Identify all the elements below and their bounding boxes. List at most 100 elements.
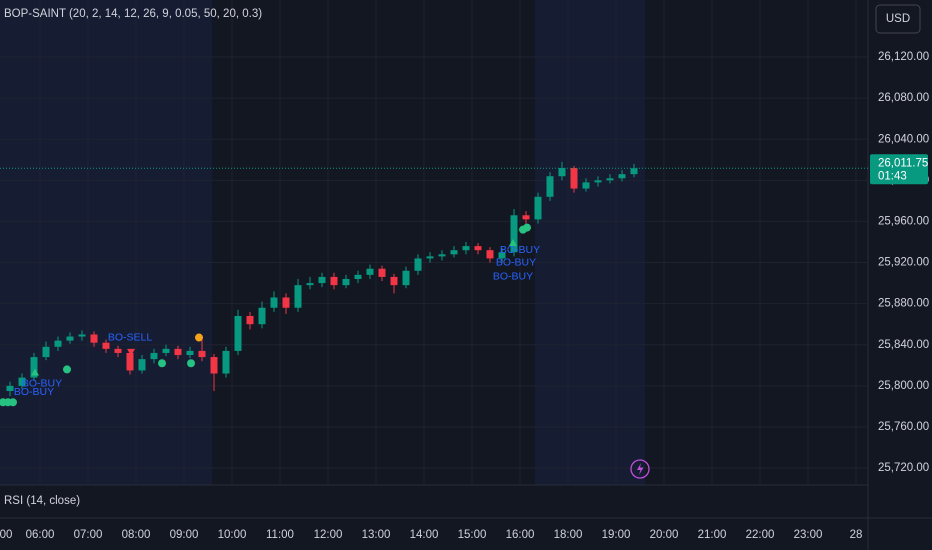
x-tick-label: 13:00 — [362, 529, 391, 541]
session-shade — [0, 0, 212, 485]
candle-body — [18, 377, 26, 386]
candle-body — [306, 283, 314, 286]
signal-dot — [187, 359, 196, 368]
x-tick-label: 10:00 — [218, 529, 247, 541]
y-tick-label: 25,760.00 — [878, 421, 929, 433]
candle-body — [138, 359, 146, 371]
candle-body — [546, 176, 554, 197]
x-tick-label: 20:00 — [650, 529, 679, 541]
signal-dot — [62, 365, 71, 374]
currency-button[interactable] — [875, 4, 921, 34]
candle-body — [186, 350, 194, 356]
x-tick-label: 07:00 — [74, 529, 103, 541]
candle-body — [102, 342, 110, 349]
y-tick-label: 26,080.00 — [878, 92, 929, 104]
x-tick-label: 22:00 — [746, 529, 775, 541]
y-tick-label: 26,040.00 — [878, 133, 929, 145]
candle-body — [366, 268, 374, 275]
countdown: 01:43 — [878, 170, 907, 182]
signal-dot — [8, 398, 17, 407]
candle-body — [558, 168, 566, 177]
candle-body — [534, 196, 542, 220]
x-tick-label: 23:00 — [794, 529, 823, 541]
candle-body — [606, 178, 614, 181]
candle-body — [78, 334, 86, 337]
x-tick-label: 18:00 — [554, 529, 583, 541]
candle-body — [30, 357, 38, 378]
candle-body — [258, 307, 266, 325]
subpane-title: RSI (14, close) — [4, 495, 80, 507]
candle-body — [378, 268, 386, 277]
signal-label: BO-BUY — [493, 271, 533, 283]
last-price-tag — [870, 154, 928, 185]
x-tick-label: 12:00 — [314, 529, 343, 541]
signal-label: BO-SELL — [108, 331, 153, 343]
candle-body — [126, 352, 134, 371]
candle-body — [318, 276, 326, 284]
candle-body — [114, 348, 122, 353]
candle-body — [210, 357, 218, 374]
candle-body — [222, 350, 230, 374]
candle-body — [270, 297, 278, 308]
candle-body — [594, 180, 602, 183]
candle-body — [162, 348, 170, 353]
currency[interactable]: USD — [886, 13, 910, 25]
candle-body — [294, 285, 302, 308]
candle-body — [414, 258, 422, 271]
candle-body — [630, 168, 638, 175]
y-tick-label: 25,960.00 — [878, 215, 929, 227]
candle-body — [522, 215, 530, 220]
x-tick-label: 28 — [850, 529, 863, 541]
signal-triangle — [127, 348, 136, 356]
signal-triangle — [31, 368, 40, 376]
candle-body — [330, 276, 338, 286]
candle-body — [42, 346, 50, 358]
signal-dot — [158, 359, 167, 368]
signal-label: BO-BUY — [22, 378, 62, 390]
x-tick-label: 16:00 — [506, 529, 535, 541]
signal-dot — [194, 333, 203, 342]
candle-body — [618, 174, 626, 179]
session-shade — [535, 0, 645, 485]
candle-body — [438, 254, 446, 257]
candle-body — [282, 297, 290, 308]
y-tick-label: 25,840.00 — [878, 339, 929, 351]
x-tick-label: 11:00 — [266, 529, 294, 541]
candle-body — [90, 334, 98, 343]
x-tick-label: 19:00 — [602, 529, 631, 541]
x-tick-label: 14:00 — [410, 529, 439, 541]
signal-label: BO-BUY — [500, 244, 540, 256]
alert-icon[interactable] — [630, 459, 650, 479]
indicator-title: BOP-SAINT (20, 2, 14, 12, 26, 9, 0.05, 5… — [4, 8, 262, 20]
candle-body — [402, 270, 410, 286]
candle-body — [354, 274, 362, 279]
y-tick-label: 25,880.00 — [878, 298, 929, 310]
candle-body — [450, 250, 458, 255]
y-tick-label: 25,720.00 — [878, 462, 929, 474]
signal-dot — [523, 223, 532, 232]
candle-body — [486, 250, 494, 259]
candle-body — [474, 246, 482, 251]
signal-label: BO-BUY — [14, 386, 54, 398]
signal-label: BO-BUY — [496, 256, 536, 268]
y-tick-label: 26,120.00 — [878, 51, 929, 63]
y-tick-label: 25,920.00 — [878, 257, 929, 269]
candle-body — [234, 315, 242, 351]
candle-body — [54, 340, 62, 347]
candle-body — [198, 350, 206, 358]
candle-body — [570, 168, 578, 189]
x-tick-label: 09:00 — [170, 529, 199, 541]
candle-body — [582, 182, 590, 189]
candle-body — [342, 278, 350, 286]
x-tick-label: 15:00 — [458, 529, 487, 541]
candle-body — [426, 256, 434, 259]
candle-body — [66, 336, 74, 341]
last-price-label: 26,011.75 — [878, 157, 928, 169]
x-tick-label: 00 — [0, 529, 12, 541]
x-tick-label: 08:00 — [122, 529, 151, 541]
signal-triangle — [508, 239, 517, 247]
candle-body — [150, 352, 158, 360]
